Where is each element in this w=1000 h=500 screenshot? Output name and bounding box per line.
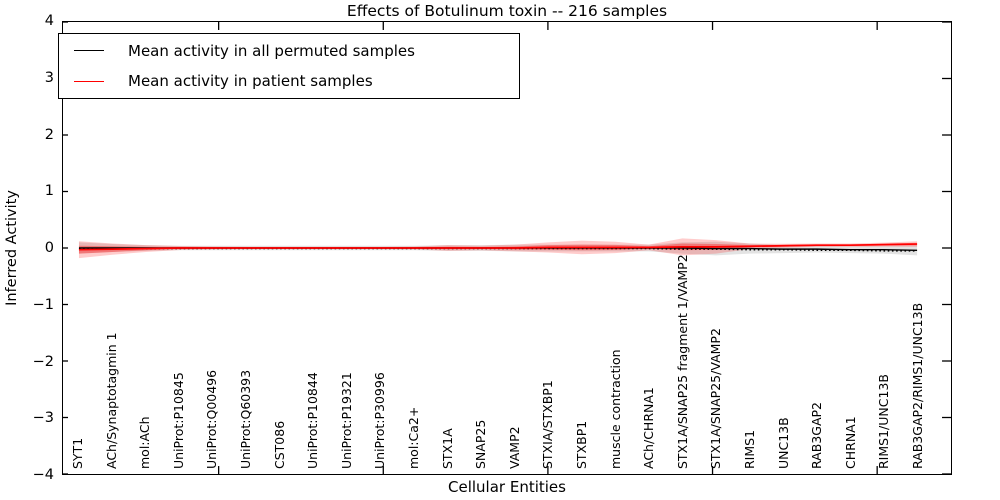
legend-label-patient: Mean activity in patient samples <box>128 72 373 91</box>
legend-line-permuted-icon <box>74 50 104 52</box>
x-tick-label: CST086 <box>271 420 287 469</box>
x-tick-label: STXIA/STXBP1 <box>540 380 556 469</box>
x-tick-label: STX1A/SNAP25 fragment 1/VAMP2 <box>674 254 690 469</box>
y-tick-label: −3 <box>32 410 54 427</box>
x-tick-label: UniProt:Q00496 <box>204 369 220 469</box>
x-tick-label: STX1A <box>439 428 455 469</box>
x-tick-label: UNC13B <box>775 417 791 469</box>
legend-entry-patient: Mean activity in patient samples <box>59 67 519 95</box>
x-tick-label: SYT1 <box>70 437 85 469</box>
plot-canvas <box>63 22 951 474</box>
legend-line-patient-icon <box>74 80 104 82</box>
x-tick-label: CHRNA1 <box>842 416 858 469</box>
x-tick-label: RAB3GAP2 <box>809 402 825 469</box>
y-tick-label: −2 <box>32 353 54 370</box>
x-tick-label: muscle contraction <box>607 349 623 469</box>
x-tick-label: UniProt:P19321 <box>338 372 354 469</box>
x-axis-label: Cellular Entities <box>448 478 566 496</box>
x-tick-label: ACh/CHRNA1 <box>641 387 657 469</box>
x-tick-label: STXBP1 <box>574 420 589 469</box>
y-tick-label: 4 <box>44 13 54 29</box>
x-tick-label: UniProt:P10845 <box>170 372 186 469</box>
legend: Mean activity in all permuted samples Me… <box>58 33 520 99</box>
x-tick-label: mol:ACh <box>137 416 153 470</box>
chart-title: Effects of Botulinum toxin -- 216 sample… <box>346 2 668 20</box>
x-tick-label: SNAP25 <box>473 419 489 469</box>
x-tick-label: VAMP2 <box>506 426 522 469</box>
legend-label-permuted: Mean activity in all permuted samples <box>128 41 415 60</box>
y-tick-label: −4 <box>32 467 54 483</box>
legend-entry-permuted: Mean activity in all permuted samples <box>59 37 519 65</box>
x-tick-label: STX1A/SNAP25/VAMP2 <box>708 328 724 469</box>
x-tick-label: UniProt:P10844 <box>305 372 321 469</box>
x-tick-label: mol:Ca2+ <box>406 406 421 469</box>
y-tick-label: 2 <box>44 126 54 143</box>
y-tick-label: 0 <box>44 240 54 256</box>
x-tick-label: UniProt:Q60393 <box>238 369 253 469</box>
x-tick-label: RIMS1/UNC13B <box>876 374 892 469</box>
x-tick-label: RAB3GAP2/RIMS1/UNC13B <box>910 302 925 469</box>
series-line-2 <box>78 243 918 251</box>
y-tick-label: 3 <box>44 69 54 86</box>
y-tick-label: −1 <box>32 296 54 313</box>
x-tick-label: ACh/Synaptotagmin 1 <box>103 332 119 469</box>
x-tick-label: RIMS1 <box>742 429 757 469</box>
y-tick-label: 1 <box>44 183 54 200</box>
x-tick-label: UniProt:P30996 <box>372 372 388 469</box>
